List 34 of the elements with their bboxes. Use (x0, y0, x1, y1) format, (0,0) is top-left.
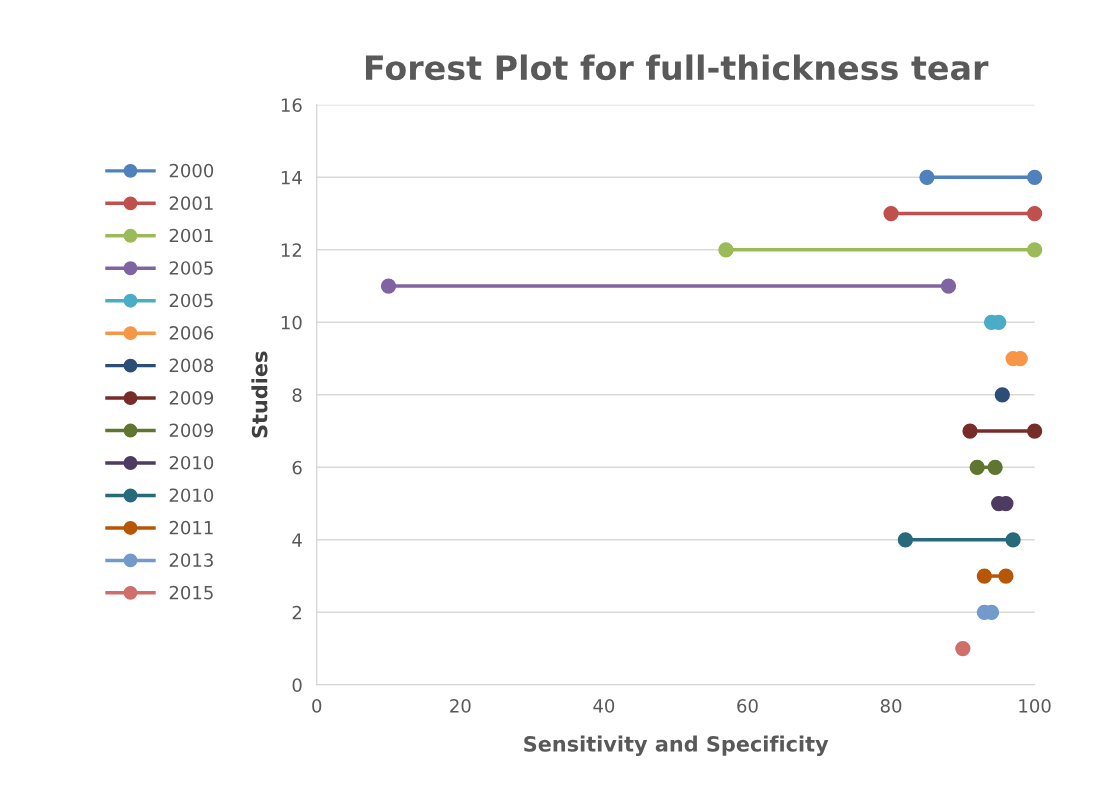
y-tick-label: 8 (292, 388, 302, 402)
x-tick-label: 100 (1019, 699, 1051, 713)
legend-label: 2013 (169, 553, 213, 567)
y-tick-label: 14 (281, 171, 302, 185)
point (994, 387, 1010, 403)
legend-label: 2009 (169, 423, 214, 438)
y-tick-label: 12 (281, 243, 302, 257)
legend-label: 2011 (169, 520, 213, 535)
x-tick-label: 80 (880, 699, 902, 713)
legend-label: 2009 (169, 391, 214, 405)
legend-label: 2015 (169, 585, 213, 600)
x-tick-label: 40 (593, 699, 615, 713)
y-tick-label: 10 (281, 315, 302, 330)
y-tick-label: 2 (292, 605, 302, 620)
legend-label: 2001 (169, 196, 213, 210)
y-tick-label: 0 (292, 678, 302, 692)
legend-label: 2005 (169, 293, 213, 308)
x-tick-label: 20 (450, 699, 471, 713)
x-tick-label: 0 (312, 699, 322, 713)
y-tick-label: 4 (292, 533, 302, 547)
y-axis-title: Studies (251, 351, 268, 438)
y-tick-label: 6 (292, 460, 302, 475)
legend-label: 2008 (169, 358, 214, 373)
point (955, 640, 971, 657)
x-tick-label: 60 (737, 699, 758, 713)
legend-label: 2000 (169, 163, 214, 178)
chart-title: Forest Plot for full-thickness tear (365, 54, 989, 81)
legend-label: 2010 (169, 455, 214, 470)
legend-label: 2001 (169, 228, 213, 243)
legend-label: 2006 (169, 326, 214, 340)
y-tick-label: 16 (281, 98, 302, 112)
x-axis-title: Sensitivity and Specificity (524, 735, 829, 756)
legend-label: 2005 (169, 261, 213, 275)
legend-label: 2010 (169, 488, 214, 503)
